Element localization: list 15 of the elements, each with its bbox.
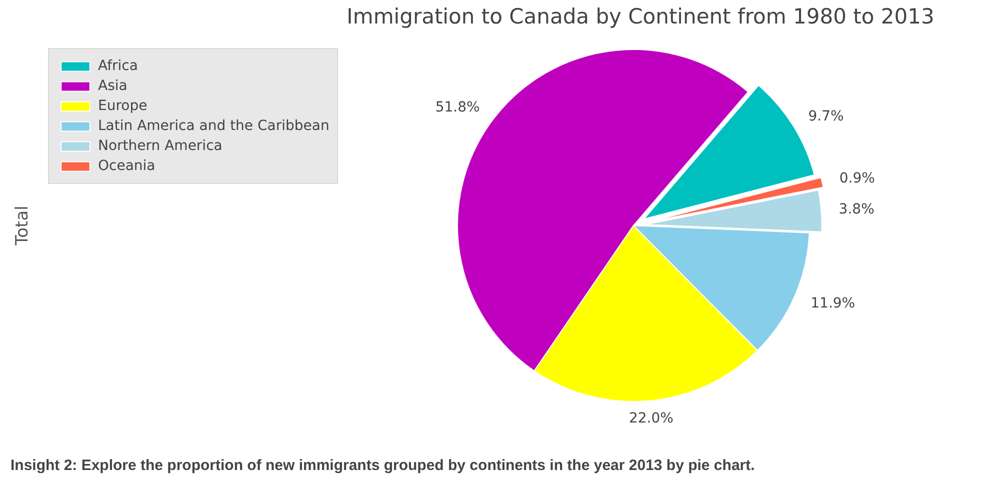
legend-label: Latin America and the Caribbean — [98, 117, 330, 135]
data-label: 0.9% — [839, 170, 875, 186]
data-label: 22.0% — [628, 410, 674, 426]
legend-label: Europe — [98, 97, 148, 115]
text: Insight 2: Explore the proportion of new immigrants grouped by continents in the year 2013 by pie chart. — [10, 457, 755, 474]
data-label: 51.8% — [435, 100, 480, 116]
chart-title: Immigration to Canada by Continent from 1980 to 2013 — [346, 4, 934, 28]
legend-label: Northern America — [98, 137, 222, 155]
legend-label: Africa — [98, 57, 138, 75]
text: Total — [12, 206, 32, 246]
data-label: 9.7% — [808, 108, 844, 125]
legend-label: Oceania — [98, 157, 156, 175]
legend-label: Asia — [98, 77, 128, 95]
data-label: 3.8% — [838, 202, 874, 218]
data-label: 11.9% — [810, 296, 856, 312]
